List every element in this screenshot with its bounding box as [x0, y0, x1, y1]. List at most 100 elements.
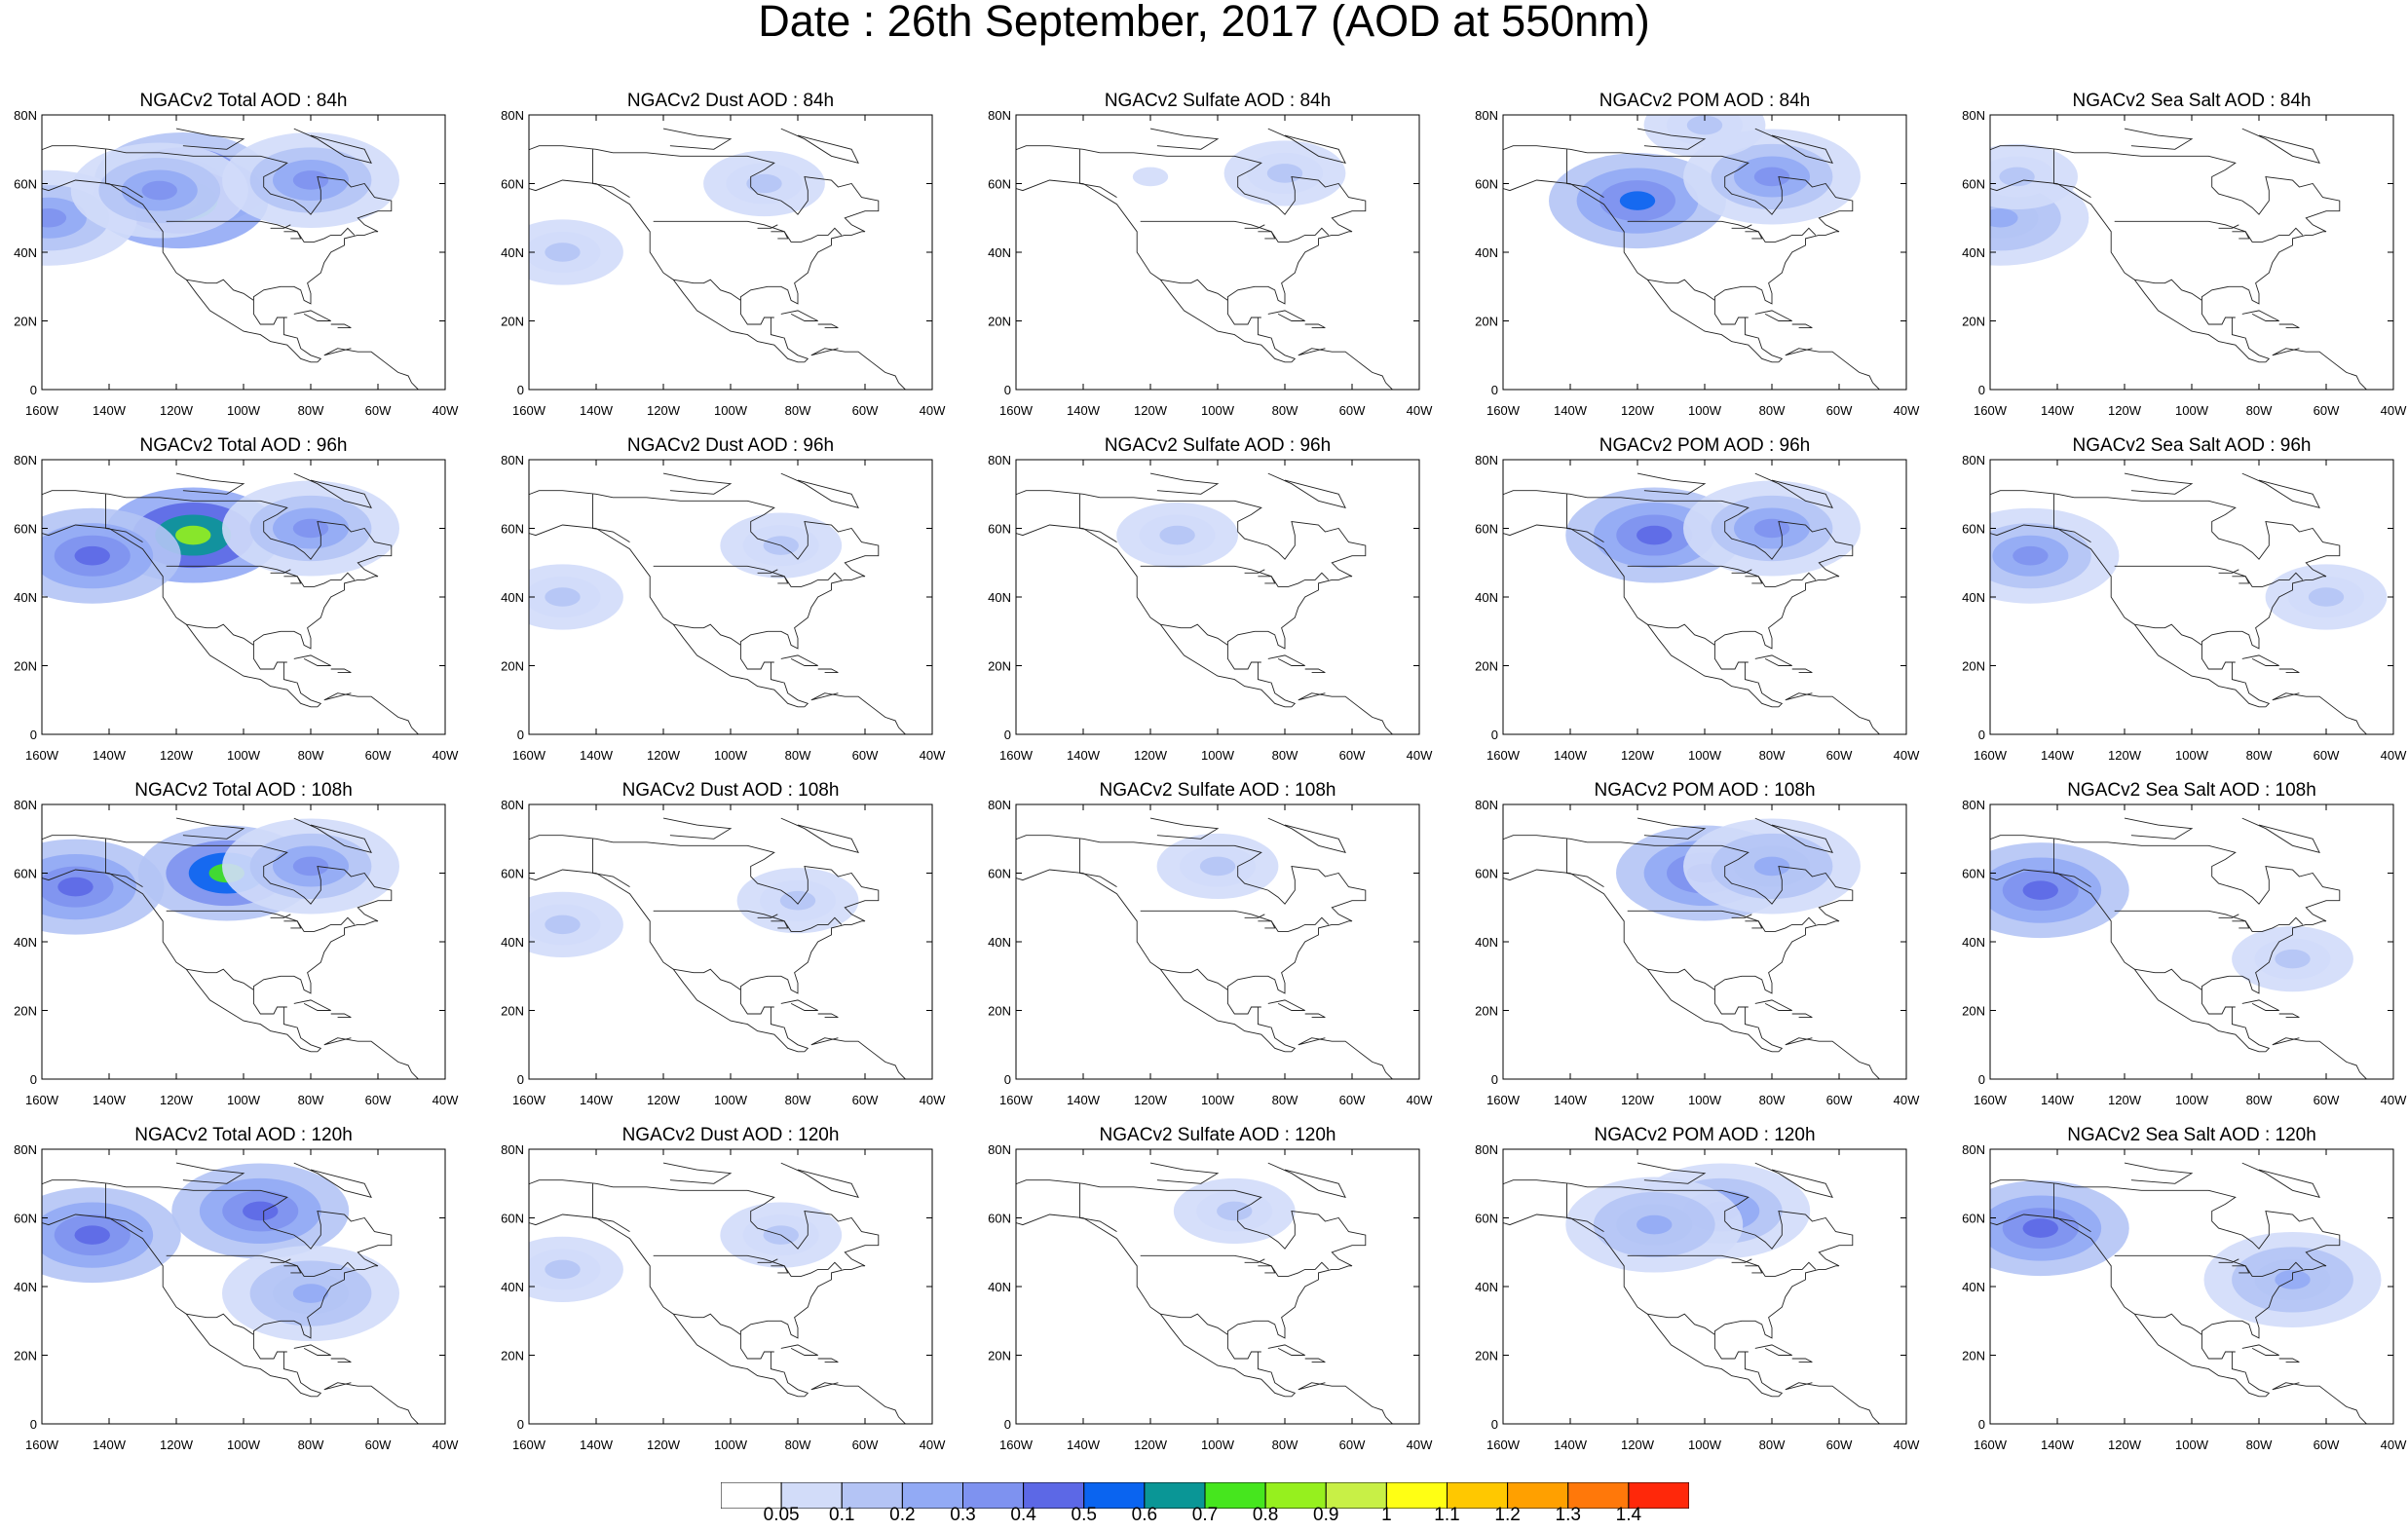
panel-title: NGACv2 Dust AOD : 96h	[626, 435, 835, 456]
lat-tick-label: 80N	[988, 798, 1011, 812]
coastline	[1149, 128, 1220, 150]
coastline	[1990, 490, 2341, 708]
coastline	[673, 1313, 741, 1335]
coastline	[175, 1162, 245, 1184]
lon-tick-label: 120W	[1621, 403, 1655, 418]
lon-tick-label: 80W	[1759, 403, 1786, 418]
coastlines	[1990, 128, 2367, 390]
lon-tick-label: 140W	[580, 1438, 614, 1452]
lat-tick-label: 20N	[988, 1349, 1011, 1363]
coastline	[1016, 1179, 1367, 1398]
coastline	[330, 1013, 352, 1019]
lon-tick-label: 140W	[2041, 1093, 2075, 1107]
lon-tick-label: 100W	[1688, 1438, 1722, 1452]
colorbar-swatch	[1023, 1482, 1085, 1509]
lon-tick-label: 100W	[1201, 403, 1235, 418]
aod-contour	[175, 525, 211, 545]
coastline	[42, 1179, 393, 1398]
aod-field	[42, 480, 399, 604]
aod-contour	[746, 173, 782, 194]
aod-contour	[292, 1284, 329, 1303]
lon-tick-label: 80W	[785, 1438, 811, 1452]
coastline	[1637, 817, 1707, 840]
lat-tick-label: 40N	[1962, 590, 1985, 605]
aod-contour	[74, 545, 110, 566]
lat-tick-label: 20N	[1962, 1349, 1985, 1363]
lon-tick-label: 40W	[1407, 748, 1433, 763]
lat-tick-label: 0	[1491, 728, 1498, 742]
map-panel: NGACv2 Total AOD : 108h 80N 60N 40N 20N 0 160W…	[0, 777, 487, 1107]
lat-tick-label: 80N	[1962, 453, 1985, 467]
coastline	[653, 565, 843, 587]
coastline	[2278, 1013, 2300, 1019]
coastline	[293, 654, 331, 666]
lon-tick-label: 140W	[2041, 403, 2075, 418]
coastline	[673, 623, 741, 646]
coastlines	[42, 472, 419, 734]
coastline	[2134, 1313, 2202, 1335]
panel-title: NGACv2 Sulfate AOD : 96h	[1104, 435, 1332, 456]
coastline	[1990, 145, 2341, 363]
coastline	[1304, 1013, 1326, 1019]
map-plot: 80N 60N 40N 20N 0 160W 140W 120W 100W 80W 60W 40W	[1475, 453, 1920, 763]
map-plot: 80N 60N 40N 20N 0 160W 140W 120W 100W 80W 60W 40W	[501, 108, 946, 418]
coastlines	[529, 128, 906, 390]
coastline	[2278, 323, 2300, 329]
coastline	[2241, 654, 2279, 666]
coastline	[780, 999, 818, 1011]
lat-tick-label: 80N	[501, 1142, 524, 1157]
aod-contour	[1753, 856, 1790, 877]
lat-tick-label: 20N	[1962, 659, 1985, 674]
lat-tick-label: 20N	[14, 1349, 37, 1363]
coastline	[2232, 231, 2250, 240]
aod-field	[529, 150, 825, 285]
lat-tick-label: 0	[1004, 728, 1011, 742]
coastline	[1016, 835, 1367, 1053]
aod-field	[1990, 143, 2089, 266]
lat-tick-label: 0	[1978, 728, 1985, 742]
lon-tick-label: 120W	[647, 1093, 681, 1107]
aod-contour	[2308, 587, 2345, 607]
lon-tick-label: 60W	[1339, 748, 1366, 763]
coastline	[1731, 914, 1752, 918]
panel-title: NGACv2 Dust AOD : 108h	[621, 780, 840, 801]
lon-tick-label: 40W	[1894, 1093, 1920, 1107]
aod-field	[1565, 480, 1861, 583]
lon-tick-label: 60W	[2314, 1093, 2340, 1107]
lon-tick-label: 40W	[920, 1093, 946, 1107]
coastline	[105, 1183, 143, 1232]
lon-tick-label: 100W	[1688, 403, 1722, 418]
lat-tick-label: 80N	[1475, 108, 1498, 123]
aod-contour	[545, 587, 581, 607]
coastline	[1754, 1162, 1833, 1198]
coastline	[673, 968, 741, 990]
map-plot: 80N 60N 40N 20N 0 160W 140W 120W 100W 80W 60W 40W	[1475, 798, 1920, 1107]
coastline	[1754, 1344, 1792, 1356]
coastline	[1298, 1382, 1393, 1424]
map-panel: NGACv2 POM AOD : 120h 80N 60N 40N 20N 0 160W 14…	[1461, 1122, 1948, 1452]
coastline	[330, 668, 352, 674]
map-panel: NGACv2 Sea Salt AOD : 120h 80N 60N 40N 20N 0 1…	[1948, 1122, 2408, 1452]
lon-tick-label: 140W	[1067, 403, 1101, 418]
lat-tick-label: 0	[1978, 383, 1985, 397]
lon-tick-label: 140W	[93, 1093, 127, 1107]
lon-tick-label: 140W	[1554, 1093, 1588, 1107]
coastline	[1754, 310, 1792, 321]
coastlines	[1503, 128, 1880, 390]
lon-tick-label: 120W	[160, 1093, 194, 1107]
coastline	[283, 1265, 302, 1274]
lon-tick-label: 120W	[1621, 1093, 1655, 1107]
aod-contour	[1637, 525, 1673, 545]
lon-tick-label: 80W	[1272, 1438, 1298, 1452]
map-plot: 80N 60N 40N 20N 0 160W 140W 120W 100W 80W 60W 40W	[501, 1142, 946, 1452]
colorbar-level-label: 0.9	[1313, 1505, 1339, 1525]
lat-tick-label: 20N	[14, 1004, 37, 1019]
panel-title: NGACv2 Total AOD : 96h	[139, 435, 348, 456]
coastlines	[42, 1162, 419, 1424]
coastline	[1079, 149, 1117, 198]
lat-tick-label: 80N	[1475, 1142, 1498, 1157]
coastline	[1079, 494, 1117, 542]
coastline	[653, 220, 843, 243]
lat-tick-label: 60N	[501, 1212, 524, 1226]
lat-tick-label: 60N	[501, 867, 524, 881]
